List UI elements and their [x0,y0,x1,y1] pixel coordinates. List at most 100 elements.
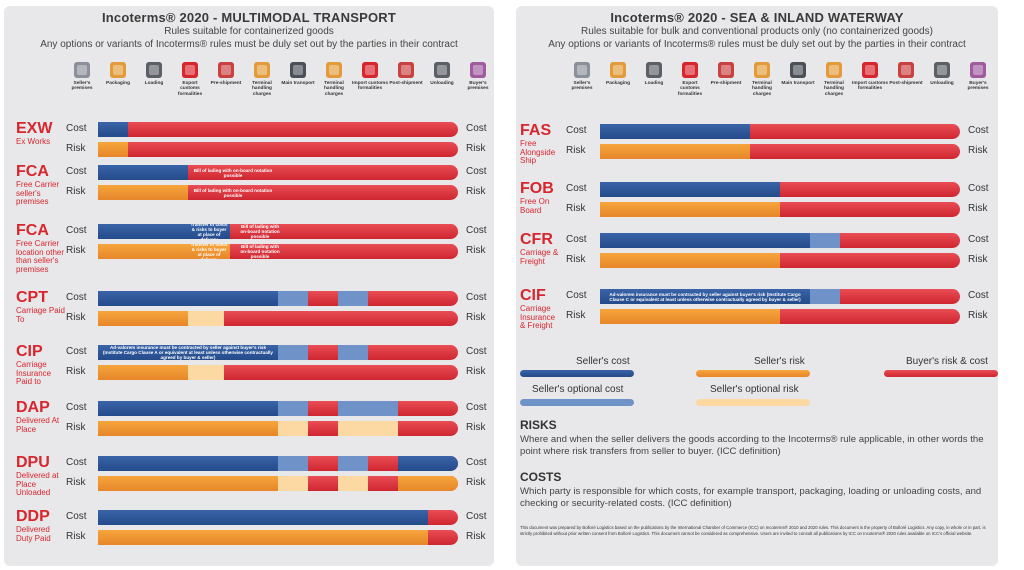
sellers-cost-segment [98,401,278,416]
sellers-risk-segment [600,144,750,159]
sellers-optional-risk-segment [278,421,308,436]
costs-heading: COSTS [520,470,562,484]
sellers-risk-segment [600,202,780,217]
sellers-optional-cost-segment [278,291,308,306]
cost-row-label: Cost [66,166,87,177]
sellers-risk-segment [188,244,230,259]
forklift-icon [934,62,950,78]
stage-column: Loading [636,58,672,108]
cost-bar: Transfer of costs & risks to buyer at pl… [98,224,458,239]
stage-label: Export customs formalities [677,81,703,97]
sellers-cost-segment [98,345,278,360]
cost-bar: Ad-valorem insurance must be contracted … [98,345,458,360]
truck-icon [398,62,414,78]
sellers-cost-segment [98,224,188,239]
risk-bar: Bill of lading with on-board notation po… [98,185,458,200]
risk-bar [98,530,458,545]
sellers-risk-segment [98,311,188,326]
stage-column: Seller's premises [64,58,100,108]
sellers-optional-cost-segment [810,289,840,304]
multimodal-panel: Incoterms® 2020 - MULTIMODAL TRANSPORT R… [4,6,494,566]
cost-row-label-right: Cost [968,234,989,245]
risk-row-label-right: Risk [466,366,486,377]
sea-subtitle: Rules suitable for bulk and conventional… [581,26,933,37]
annotation-note: Bill of lading with on-board notation po… [240,224,280,239]
stage-label: Import customs formalities [352,81,388,92]
stage-column: Main transport [280,58,316,108]
costs-text: Which party is responsible for which cos… [520,486,982,509]
buyers-risk-cost-segment [230,224,458,239]
incoterm-code: DDP [16,508,50,525]
stage-label: Seller's premises [571,81,593,92]
stage-column: Terminal handling charges [316,58,352,108]
sellers-cost-segment [98,510,428,525]
sea-panel: Incoterms® 2020 - SEA & INLAND WATERWAY … [516,6,998,566]
sellers-optional-risk-segment [338,476,368,491]
cost-row-label: Cost [66,511,87,522]
stage-label: Pre-shipment [710,81,742,86]
sellers-optional-cost-segment [338,291,368,306]
stage-column: Import customs formalities [852,58,888,108]
incoterm-code: CPT [16,289,48,306]
incoterm-code: DAP [16,399,50,416]
incoterm-description: Free Carrier seller's premises [16,180,60,206]
incoterm-description: Ex Works [16,137,51,146]
risk-row-label-right: Risk [466,312,486,323]
stage-label: Terminal handling charges [324,81,344,97]
customs-icon [182,62,198,78]
risk-bar [98,142,458,157]
sellers-risk-segment [98,365,188,380]
sellers-optional-cost-segment [368,401,398,416]
sellers-optional-risk-segment [368,421,398,436]
multimodal-title: Incoterms® 2020 - MULTIMODAL TRANSPORT [101,10,397,25]
incoterm-description: Free Alongside Ship [520,139,556,165]
risk-row-label-right: Risk [466,143,486,154]
forklift-icon [646,62,662,78]
sellers-risk-segment [98,530,428,545]
risk-bar [600,202,960,217]
risk-row-label: Risk [66,143,86,154]
stage-column: Unloading [924,58,960,108]
risk-row-label: Risk [66,422,86,433]
annotation-note: Transfer of costs & risks to buyer at pl… [190,224,228,239]
risk-row-label: Risk [66,245,86,256]
legend-buyers-swatch [884,370,998,377]
sellers-optional-risk-segment [278,476,308,491]
incoterm-description: Carriage Insurance & Freight [520,304,556,330]
legend-optional-risk-label: Seller's optional risk [710,384,799,395]
risk-row-label-right: Risk [968,203,988,214]
risk-row-label: Risk [66,531,86,542]
stage-column: Export customs formalities [672,58,708,108]
legend-sellers-cost-label: Seller's cost [576,356,630,367]
legend-sellers-cost-swatch [520,370,634,377]
sea-title: Incoterms® 2020 - SEA & INLAND WATERWAY [610,10,904,25]
sellers-optional-risk-segment [188,311,224,326]
stage-header: Seller's premises Packaging Loading Export … [564,58,996,108]
customs-icon [682,62,698,78]
annotation-note: Bill of lading with on-board notation po… [240,244,280,259]
cost-row-label: Cost [66,346,87,357]
sellers-optional-cost-segment [278,456,308,471]
incoterm-description: Carriage Paid To [16,306,65,324]
cost-row-label: Cost [66,292,87,303]
warehouse-icon [970,62,986,78]
sellers-optional-cost-segment [278,401,308,416]
cost-row-label-right: Cost [466,166,487,177]
cost-bar [98,291,458,306]
legend-optional-risk-swatch [696,399,810,406]
risk-row-label: Risk [66,186,86,197]
incoterm-description: Delivered at Place Unloaded [16,471,59,497]
stage-column: Pre-shipment [708,58,744,108]
risk-bar [98,476,458,491]
stage-column: Export customs formalities [172,58,208,108]
sellers-risk-segment [398,476,458,491]
risk-bar [600,309,960,324]
crane-icon [326,62,342,78]
stage-label: Buyer's premises [467,81,489,92]
stage-label: Post-shipment [889,81,923,86]
cost-row-label: Cost [66,402,87,413]
sellers-cost-segment [188,224,230,239]
sellers-optional-cost-segment [338,401,368,416]
crane-icon [754,62,770,78]
incoterm-code: CIP [16,343,43,360]
